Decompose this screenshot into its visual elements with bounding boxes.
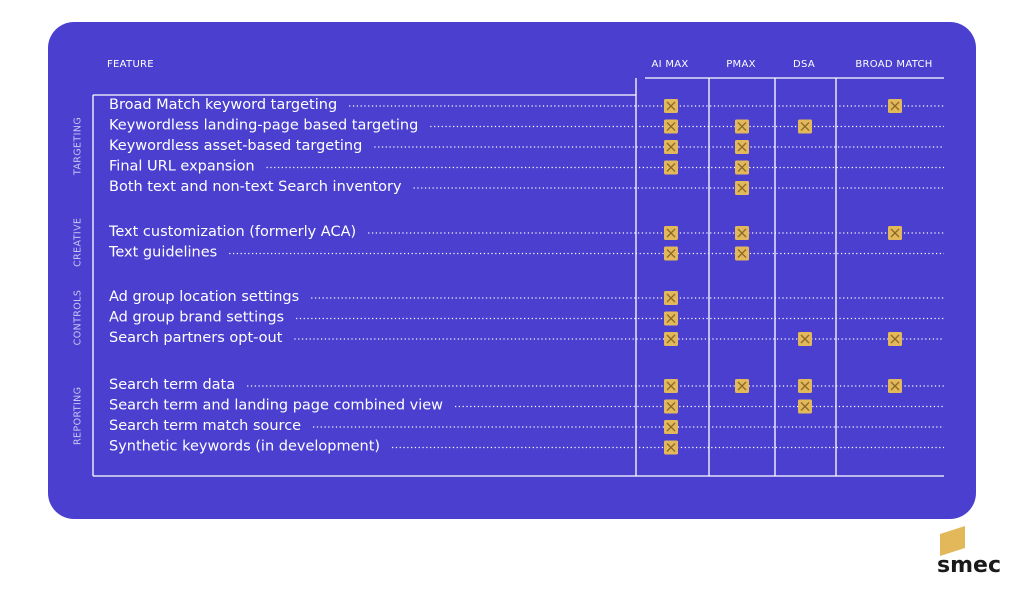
check-icon	[664, 440, 678, 455]
check-cross	[737, 122, 747, 131]
feature-label: Keywordless asset-based targeting	[109, 138, 362, 154]
check-icon	[888, 226, 902, 240]
group-label: CONTROLS	[73, 290, 84, 346]
feature-label: Search term data	[109, 377, 235, 393]
check-cross	[666, 422, 676, 432]
check-cross	[666, 334, 676, 344]
check-icon	[664, 226, 678, 240]
check-cross	[737, 249, 747, 258]
group-label: CREATIVE	[73, 218, 84, 267]
check-icon	[798, 379, 812, 393]
table-body: AI MAX PMAX DSA BROAD MATCH TARGETING Broad M…	[73, 59, 944, 455]
check-icon	[664, 246, 678, 261]
check-cross	[666, 228, 676, 238]
check-cross	[737, 381, 747, 391]
check-icon	[735, 160, 749, 175]
check-cross	[737, 163, 747, 172]
column-header: DSA	[793, 59, 815, 70]
check-icon	[888, 99, 902, 113]
check-icon	[735, 181, 749, 195]
check-icon	[664, 311, 678, 326]
check-icon	[888, 379, 902, 393]
check-cross	[800, 402, 810, 411]
check-cross	[737, 142, 747, 152]
check-icon	[664, 119, 678, 134]
check-cross	[890, 381, 900, 391]
feature-label: Search term match source	[109, 418, 301, 434]
check-icon	[798, 332, 812, 346]
check-icon	[664, 140, 678, 154]
check-icon	[798, 119, 812, 134]
feature-label: Keywordless landing-page based targeting	[109, 118, 418, 134]
feature-label: Final URL expansion	[109, 159, 255, 175]
check-icon	[664, 399, 678, 414]
check-cross	[890, 101, 900, 111]
table-frame	[92, 77, 944, 477]
group-label: REPORTING	[73, 387, 84, 445]
check-cross	[800, 334, 810, 344]
logo-mark	[940, 526, 965, 556]
check-icon	[888, 332, 902, 346]
feature-label: Search partners opt-out	[109, 330, 283, 346]
logo-text: smec	[937, 553, 1001, 578]
check-cross	[890, 334, 900, 344]
check-cross	[666, 293, 676, 303]
check-cross	[666, 142, 676, 152]
check-cross	[666, 402, 676, 411]
check-icon	[735, 140, 749, 154]
check-cross	[737, 228, 747, 238]
check-cross	[800, 381, 810, 391]
check-cross	[666, 314, 676, 323]
check-icon	[664, 332, 678, 346]
feature-header: FEATURE	[107, 59, 154, 70]
check-icon	[664, 379, 678, 393]
check-cross	[800, 122, 810, 131]
check-icon	[735, 226, 749, 240]
check-icon	[798, 399, 812, 414]
check-icon	[735, 379, 749, 393]
check-cross	[666, 101, 676, 111]
feature-label: Text customization (formerly ACA)	[108, 224, 356, 240]
check-icon	[735, 119, 749, 134]
feature-label: Text guidelines	[108, 245, 217, 261]
feature-label: Ad group brand settings	[109, 310, 284, 326]
check-cross	[666, 163, 676, 172]
check-cross	[890, 228, 900, 238]
column-header: PMAX	[726, 59, 756, 70]
feature-label: Both text and non-text Search inventory	[109, 179, 402, 195]
check-cross	[666, 443, 676, 452]
check-cross	[666, 249, 676, 258]
check-icon	[664, 160, 678, 175]
check-icon	[664, 291, 678, 305]
check-cross	[737, 183, 747, 193]
column-header: AI MAX	[651, 59, 688, 70]
column-header: BROAD MATCH	[855, 59, 932, 70]
feature-label: Synthetic keywords (in development)	[109, 439, 380, 455]
check-icon	[664, 99, 678, 113]
check-icon	[735, 246, 749, 261]
feature-label: Search term and landing page combined vi…	[109, 398, 443, 414]
feature-label: Ad group location settings	[109, 289, 299, 305]
check-icon	[664, 420, 678, 434]
feature-label: Broad Match keyword targeting	[109, 97, 337, 113]
check-cross	[666, 381, 676, 391]
group-label: TARGETING	[73, 117, 84, 176]
check-cross	[666, 122, 676, 131]
